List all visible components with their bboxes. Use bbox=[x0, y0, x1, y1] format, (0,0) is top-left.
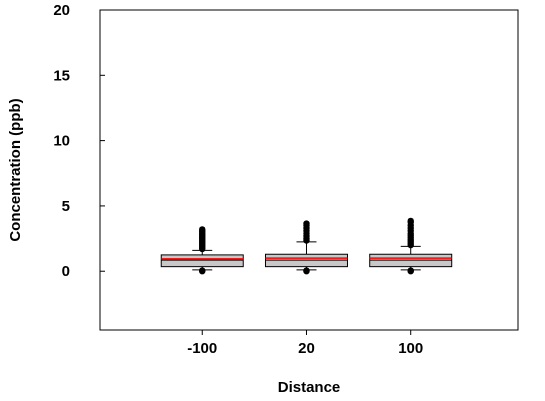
x-tick-label: 20 bbox=[298, 340, 315, 357]
outlier-point bbox=[199, 267, 206, 274]
box-group bbox=[264, 220, 348, 275]
y-axis-label: Concentration (ppb) bbox=[7, 98, 24, 241]
box-group bbox=[160, 226, 244, 275]
plot-frame bbox=[99, 9, 519, 331]
y-tick-label: 5 bbox=[62, 198, 70, 215]
y-axis: 0 5 10 15 20 bbox=[53, 2, 105, 280]
outlier-point bbox=[303, 267, 310, 274]
outlier-point bbox=[199, 226, 206, 233]
y-tick-label: 10 bbox=[53, 133, 70, 150]
outlier-point bbox=[407, 217, 414, 225]
x-tick-label: 100 bbox=[398, 340, 423, 357]
y-tick-label: 20 bbox=[53, 2, 70, 19]
box-group bbox=[369, 217, 453, 275]
y-tick-label: 0 bbox=[62, 263, 70, 280]
outlier-point bbox=[303, 220, 310, 227]
x-axis: -100 20 100 bbox=[187, 330, 423, 357]
plot-area bbox=[99, 9, 519, 331]
outlier-point bbox=[407, 267, 414, 274]
y-tick-label: 15 bbox=[53, 67, 70, 84]
boxes bbox=[160, 217, 453, 275]
x-axis-label: Distance bbox=[278, 379, 341, 396]
x-tick-label: -100 bbox=[187, 340, 217, 357]
box bbox=[160, 254, 244, 268]
